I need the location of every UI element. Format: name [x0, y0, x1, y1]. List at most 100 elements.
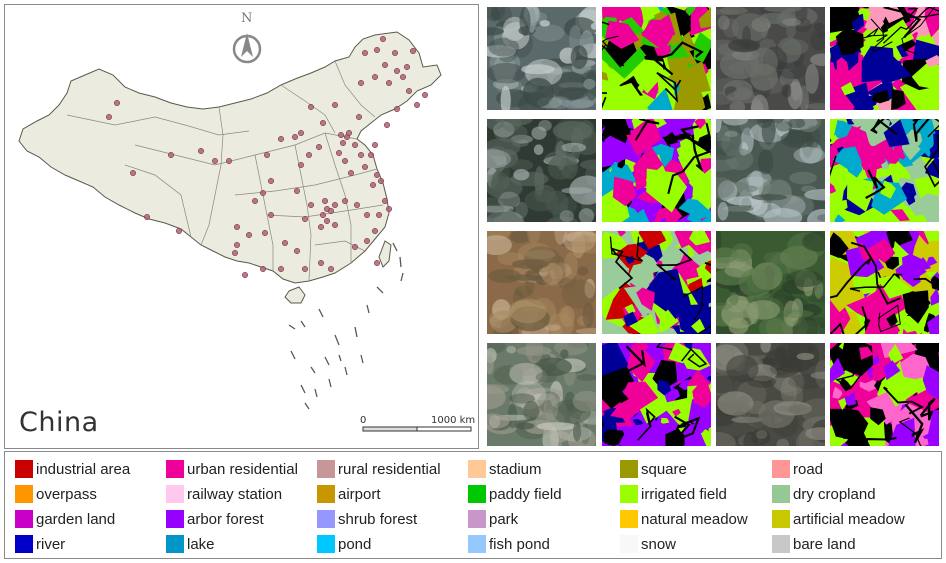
sample-point — [277, 135, 285, 143]
hainan-island — [284, 286, 306, 304]
legend-label: bare land — [793, 535, 856, 553]
sample-point — [373, 259, 381, 267]
legend-item: arbor forest — [166, 508, 264, 530]
legend-label: paddy field — [489, 485, 562, 503]
island-mark — [344, 366, 348, 376]
legend-item: rural residential — [317, 458, 441, 480]
legend-label: irrigated field — [641, 485, 727, 503]
sample-point — [351, 141, 359, 149]
sample-point — [373, 46, 381, 54]
sample-point — [421, 91, 429, 99]
legend-item: fish pond — [468, 533, 550, 555]
sample-point — [371, 227, 379, 235]
sample-point — [317, 259, 325, 267]
sample-point — [385, 79, 393, 87]
legend-swatch — [468, 510, 486, 528]
island-mark — [360, 354, 364, 364]
classification-map — [602, 343, 711, 446]
classification-map — [602, 119, 711, 222]
sample-point — [167, 151, 175, 159]
legend-swatch — [468, 485, 486, 503]
legend-label: industrial area — [36, 460, 131, 478]
province-boundaries — [66, 60, 384, 282]
sample-point — [331, 101, 339, 109]
legend-item: urban residential — [166, 458, 298, 480]
north-arrow-icon — [232, 33, 262, 64]
satellite-image — [487, 231, 596, 334]
legend-swatch — [620, 485, 638, 503]
sample-point — [371, 73, 379, 81]
legend-swatch — [620, 535, 638, 553]
legend-label: fish pond — [489, 535, 550, 553]
sample-point — [321, 197, 329, 205]
sample-point — [267, 177, 275, 185]
satellite-image — [716, 7, 825, 110]
sample-point — [351, 243, 359, 251]
sample-point — [301, 265, 309, 273]
sample-point — [263, 151, 271, 159]
sample-point — [357, 151, 365, 159]
classification-map-tile — [830, 343, 939, 446]
sample-point — [357, 79, 365, 87]
legend-label: garden land — [36, 510, 116, 528]
legend-label: snow — [641, 535, 677, 553]
south-china-sea-islands — [288, 242, 404, 410]
legend-item: stadium — [468, 458, 542, 480]
sample-point — [399, 73, 407, 81]
satellite-image-tile — [716, 231, 825, 334]
sample-point — [281, 239, 289, 247]
sample-point — [301, 215, 309, 223]
sample-point — [233, 223, 241, 231]
sample-point — [377, 177, 385, 185]
legend-item: overpass — [15, 483, 97, 505]
classification-map — [602, 231, 711, 334]
legend-item: airport — [317, 483, 381, 505]
legend-label: urban residential — [187, 460, 298, 478]
scale-bar — [362, 426, 472, 432]
classification-map-tile — [602, 231, 711, 334]
legend-swatch — [772, 510, 790, 528]
legend-label: airport — [338, 485, 381, 503]
island-mark — [366, 304, 370, 314]
legend-item: paddy field — [468, 483, 562, 505]
legend-item: park — [468, 508, 518, 530]
satellite-image-tile — [487, 343, 596, 446]
legend-label: square — [641, 460, 687, 478]
sample-point — [245, 231, 253, 239]
sample-point — [241, 271, 249, 279]
satellite-image — [716, 343, 825, 446]
legend-label: railway station — [187, 485, 283, 503]
land-cover-legend: industrial area urban residential rural re… — [4, 451, 942, 559]
image-sample-grid — [487, 7, 941, 447]
island-mark — [400, 272, 404, 282]
legend-swatch — [468, 535, 486, 553]
legend-item: pond — [317, 533, 371, 555]
legend-swatch — [317, 460, 335, 478]
classification-map — [830, 119, 939, 222]
legend-item: dry cropland — [772, 483, 876, 505]
sample-point — [225, 157, 233, 165]
sample-point — [231, 249, 239, 257]
legend-swatch — [772, 535, 790, 553]
classification-map-tile — [602, 119, 711, 222]
sample-point — [405, 87, 413, 95]
satellite-image — [487, 7, 596, 110]
island-mark — [328, 378, 332, 388]
legend-label: arbor forest — [187, 510, 264, 528]
legend-swatch — [620, 510, 638, 528]
island-mark — [338, 354, 342, 362]
sample-point — [393, 67, 401, 75]
scale-end-label: 1000 km — [431, 415, 476, 426]
legend-swatch — [620, 460, 638, 478]
legend-swatch — [15, 485, 33, 503]
classification-map-tile — [830, 7, 939, 110]
legend-item: garden land — [15, 508, 115, 530]
legend-label: overpass — [36, 485, 97, 503]
legend-item: shrub forest — [317, 508, 417, 530]
island-mark — [290, 350, 296, 360]
sample-point — [381, 61, 389, 69]
sample-point — [347, 169, 355, 177]
island-mark — [310, 366, 316, 374]
sample-point — [175, 227, 183, 235]
sample-point — [371, 141, 379, 149]
